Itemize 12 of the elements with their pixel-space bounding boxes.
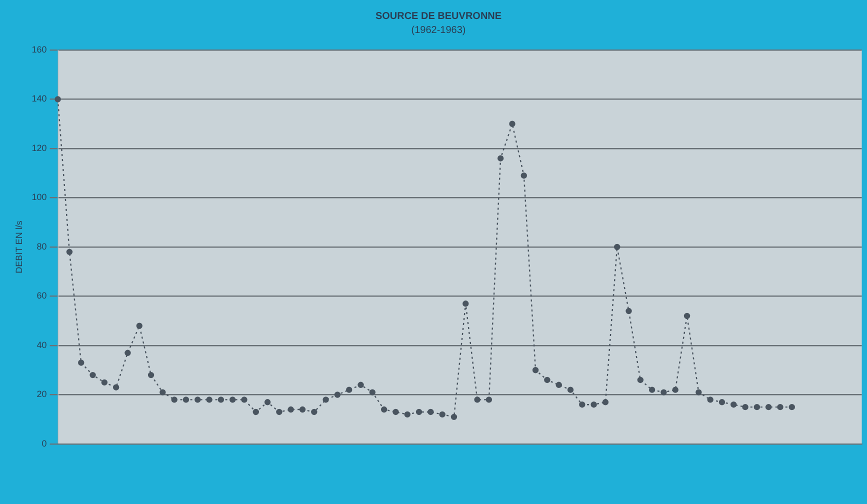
y-tick-label: 100: [32, 192, 47, 202]
y-tick-label: 80: [36, 241, 47, 252]
y-tick-label: 140: [32, 94, 47, 104]
y-tick-label: 20: [36, 389, 47, 400]
chart-title: SOURCE DE BEUVRONNE: [375, 10, 502, 22]
y-tick-label: 40: [36, 340, 47, 350]
y-tick-label: 0: [42, 438, 47, 448]
chart-subtitle: (1962-1963): [411, 24, 466, 36]
y-tick-label: 60: [36, 290, 47, 301]
y-tick-label: 160: [32, 44, 47, 54]
y-axis-title: DEBIT EN l/s: [14, 220, 24, 274]
y-tick-label: 120: [32, 142, 47, 153]
